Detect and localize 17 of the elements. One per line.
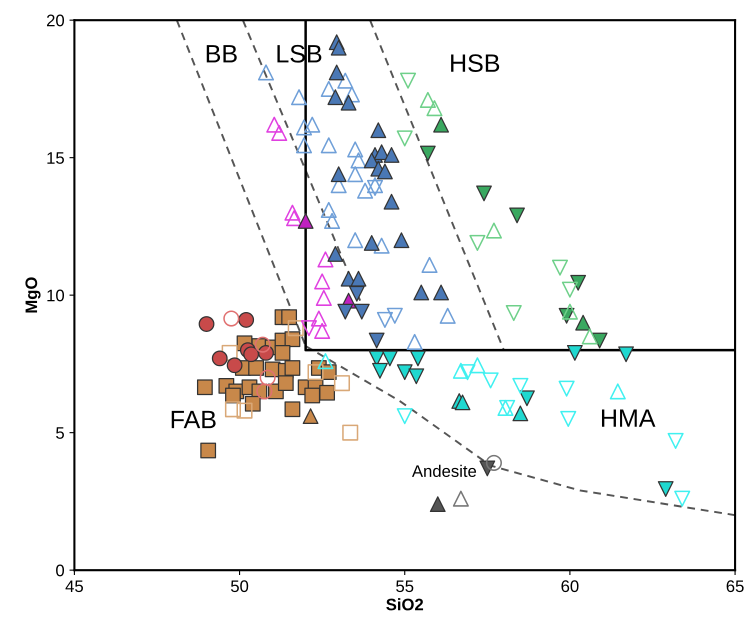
x-tick-label: 60 <box>561 580 579 592</box>
y-tick-label: 20 <box>46 14 64 26</box>
y-tick-label: 10 <box>47 290 64 302</box>
x-axis-title: SiO2 <box>386 598 424 610</box>
x-tick-label: 45 <box>66 580 83 592</box>
annotation: FAB <box>172 410 216 428</box>
y-tick-label: 5 <box>56 427 64 439</box>
y-tick-label: 0 <box>56 564 64 576</box>
y-axis-title: MgO <box>25 277 41 313</box>
annotation: HMA <box>602 410 656 427</box>
annotation: BB <box>206 45 237 62</box>
y-tick-label: 15 <box>47 152 64 164</box>
x-tick-label: 55 <box>396 580 414 592</box>
annotation: Andesite <box>412 464 476 477</box>
x-tick-label: 50 <box>230 580 248 592</box>
x-tick-label: 65 <box>726 580 744 592</box>
annotation: HSB <box>451 54 500 72</box>
